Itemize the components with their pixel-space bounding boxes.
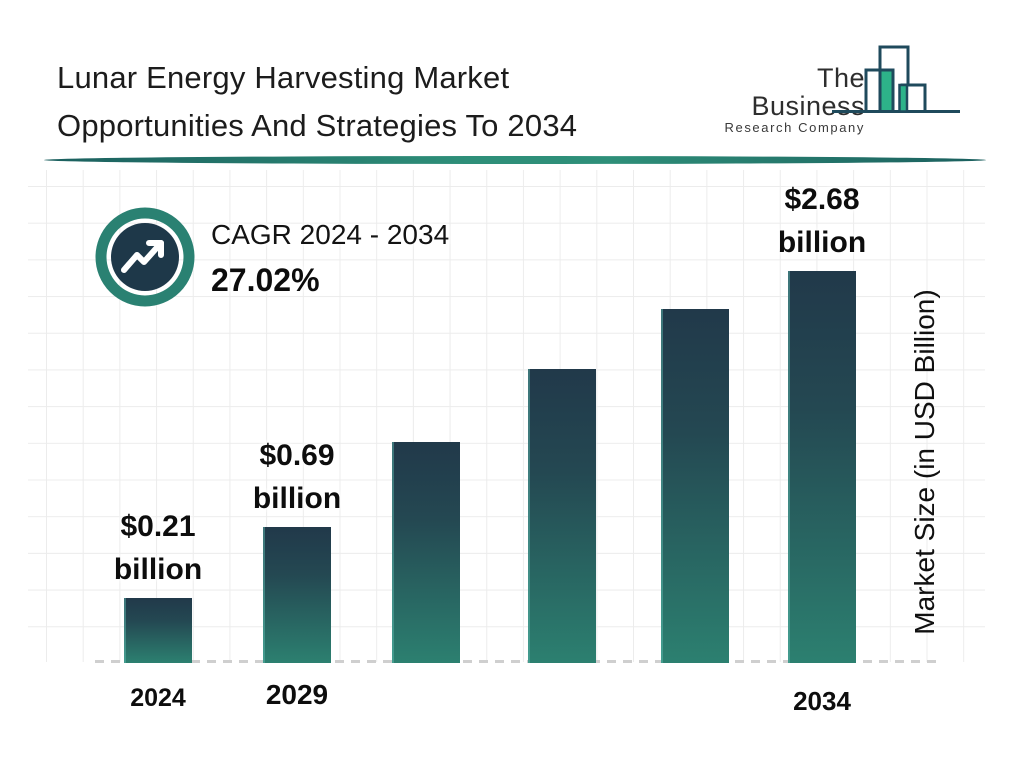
- bar-value-label: $0.69 billion: [252, 439, 342, 515]
- bar: [124, 598, 192, 663]
- page-title-line2: Opportunities And Strategies To 2034: [57, 108, 578, 143]
- page-title: Lunar Energy Harvesting Market Opportuni…: [57, 54, 577, 150]
- x-axis-year-label: 2029: [265, 679, 329, 710]
- bar: [661, 309, 729, 663]
- bar-value-label: $0.21 billion: [113, 510, 203, 586]
- bar: [528, 369, 596, 663]
- logo-name-line1: The Business: [751, 63, 865, 121]
- bar: [263, 527, 331, 663]
- logo-name-line2: Research Company: [724, 120, 865, 135]
- bar: [788, 271, 856, 663]
- trending-up-icon: [95, 207, 195, 307]
- header-divider: [44, 156, 986, 164]
- bar-value-label: $2.68 billion: [777, 183, 867, 259]
- x-axis-dashed-baseline: [95, 660, 940, 663]
- x-axis-year-label: 2034: [793, 686, 851, 716]
- cagr-period-label: CAGR 2024 - 2034: [211, 219, 450, 250]
- company-logo-text: The Business Research Company: [698, 64, 865, 135]
- bar-chart-buildings-icon: [832, 45, 960, 113]
- cagr-value: 27.02%: [211, 262, 320, 298]
- y-axis-title: Market Size (in USD Billion): [909, 289, 940, 635]
- page-title-line1: Lunar Energy Harvesting Market: [57, 60, 510, 95]
- bar: [392, 442, 460, 663]
- x-axis-year-label: 2024: [130, 684, 186, 712]
